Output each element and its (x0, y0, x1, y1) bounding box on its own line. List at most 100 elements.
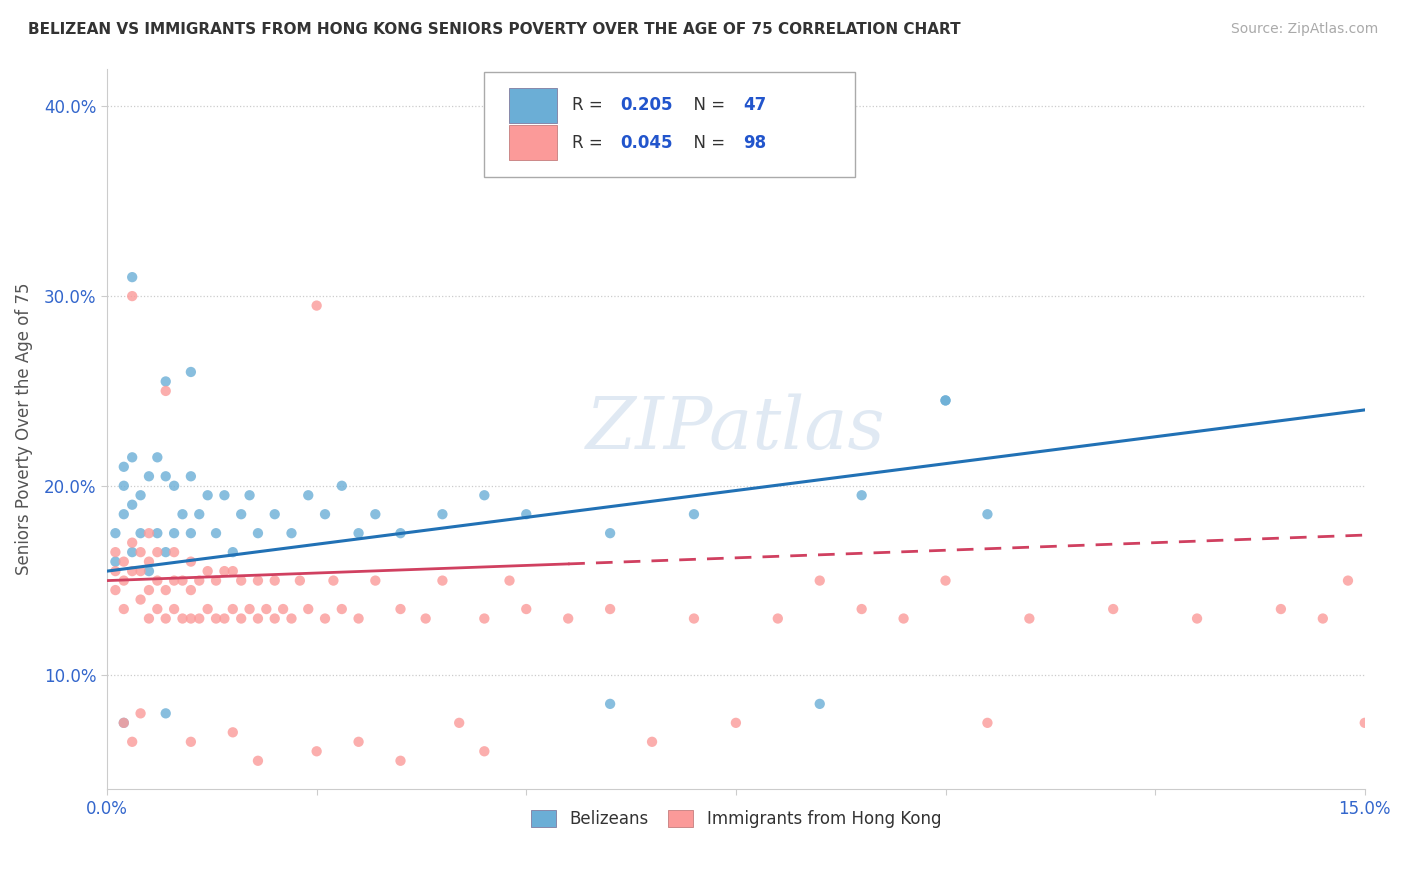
Point (222, 564, 245, 578)
Point (155, 545, 177, 559)
Point (155, 611, 177, 625)
Point (515, 602, 537, 616)
Point (163, 602, 186, 616)
Point (305, 299, 328, 313)
Point (263, 574, 285, 588)
Text: R =: R = (572, 134, 609, 152)
Point (146, 602, 169, 616)
Point (263, 611, 285, 625)
Point (432, 507, 454, 521)
Point (246, 574, 269, 588)
Point (129, 526, 152, 541)
Point (172, 574, 194, 588)
Point (1354, 715, 1376, 730)
Point (163, 574, 186, 588)
Point (155, 375, 177, 389)
Text: BELIZEAN VS IMMIGRANTS FROM HONG KONG SENIORS POVERTY OVER THE AGE OF 75 CORRELA: BELIZEAN VS IMMIGRANTS FROM HONG KONG SE… (28, 22, 960, 37)
Point (121, 535, 143, 549)
Point (138, 526, 160, 541)
Point (389, 526, 412, 541)
Point (498, 574, 520, 588)
Point (364, 507, 387, 521)
Text: N =: N = (683, 134, 731, 152)
Point (347, 526, 370, 541)
Point (557, 611, 579, 625)
Point (214, 564, 236, 578)
Point (472, 488, 495, 502)
Point (180, 583, 202, 598)
Point (138, 611, 160, 625)
Point (188, 611, 211, 625)
Point (314, 507, 336, 521)
Point (180, 555, 202, 569)
Point (515, 507, 537, 521)
Point (1270, 602, 1292, 616)
Point (305, 744, 328, 758)
FancyBboxPatch shape (509, 126, 557, 160)
Point (104, 526, 127, 541)
Point (146, 545, 169, 559)
Point (1102, 602, 1125, 616)
Point (330, 602, 353, 616)
Text: N =: N = (683, 96, 731, 114)
Point (155, 384, 177, 398)
Point (146, 574, 169, 588)
Point (766, 611, 789, 625)
Point (121, 498, 143, 512)
Point (129, 592, 152, 607)
Point (163, 545, 186, 559)
Point (893, 611, 915, 625)
Point (322, 574, 344, 588)
Point (104, 564, 127, 578)
Point (188, 507, 211, 521)
Text: Source: ZipAtlas.com: Source: ZipAtlas.com (1230, 22, 1378, 37)
Point (246, 611, 269, 625)
Point (415, 611, 437, 625)
Point (1371, 611, 1393, 625)
Text: 0.045: 0.045 (620, 134, 672, 152)
Point (121, 450, 143, 465)
Point (297, 602, 319, 616)
Point (683, 507, 706, 521)
Point (472, 744, 495, 758)
Point (138, 564, 160, 578)
Point (180, 469, 202, 483)
Point (214, 611, 236, 625)
Point (808, 697, 831, 711)
Point (246, 754, 269, 768)
Point (683, 611, 706, 625)
Point (231, 574, 253, 588)
Point (239, 488, 262, 502)
Point (197, 488, 219, 502)
Point (129, 564, 152, 578)
Point (180, 526, 202, 541)
Point (146, 450, 169, 465)
FancyBboxPatch shape (509, 88, 557, 122)
Point (314, 611, 336, 625)
Point (599, 602, 621, 616)
Point (851, 488, 873, 502)
Point (129, 488, 152, 502)
Point (112, 507, 135, 521)
Point (231, 611, 253, 625)
Text: ZIPatlas: ZIPatlas (586, 393, 886, 464)
Point (214, 488, 236, 502)
Point (1312, 611, 1334, 625)
Point (129, 545, 152, 559)
Point (146, 526, 169, 541)
Point (121, 270, 143, 285)
Point (155, 469, 177, 483)
Point (112, 715, 135, 730)
Point (222, 725, 245, 739)
Text: 98: 98 (744, 134, 766, 152)
Point (297, 488, 319, 502)
Point (205, 611, 228, 625)
Point (112, 574, 135, 588)
Point (599, 697, 621, 711)
Point (112, 479, 135, 493)
Point (180, 365, 202, 379)
Point (104, 545, 127, 559)
Text: 47: 47 (744, 96, 766, 114)
Point (197, 564, 219, 578)
Point (129, 706, 152, 721)
